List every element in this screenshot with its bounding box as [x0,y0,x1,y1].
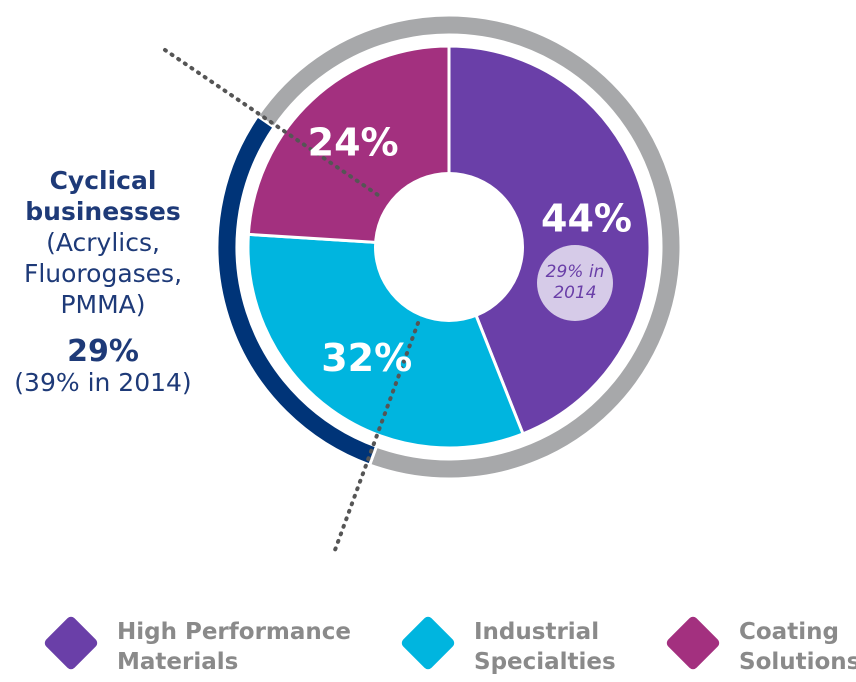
slice-label: 44% [541,196,632,240]
legend-label: Industrial Specialties [474,619,616,675]
ring-label: Cyclical businesses (Acrylics, Fluorogas… [3,165,203,396]
hole [374,172,524,322]
slice-label: 32% [321,336,412,380]
ring-name: Cyclical businesses [25,166,181,226]
annotation: 29% in 2014 [545,262,605,303]
legend-label: Coating Solutions [739,619,856,675]
leader-line [333,321,420,552]
ring-note: (39% in 2014) [14,368,192,397]
ring-detail: (Acrylics, Fluorogases, PMMA) [23,228,183,319]
leader-line [163,48,380,197]
annotation-bubble [537,245,613,321]
legend-label: High Performance Materials [117,619,352,675]
slice [447,44,652,436]
ring-value: 29% [67,334,139,369]
slice-label: 24% [308,120,399,164]
ring-segment [215,113,379,467]
